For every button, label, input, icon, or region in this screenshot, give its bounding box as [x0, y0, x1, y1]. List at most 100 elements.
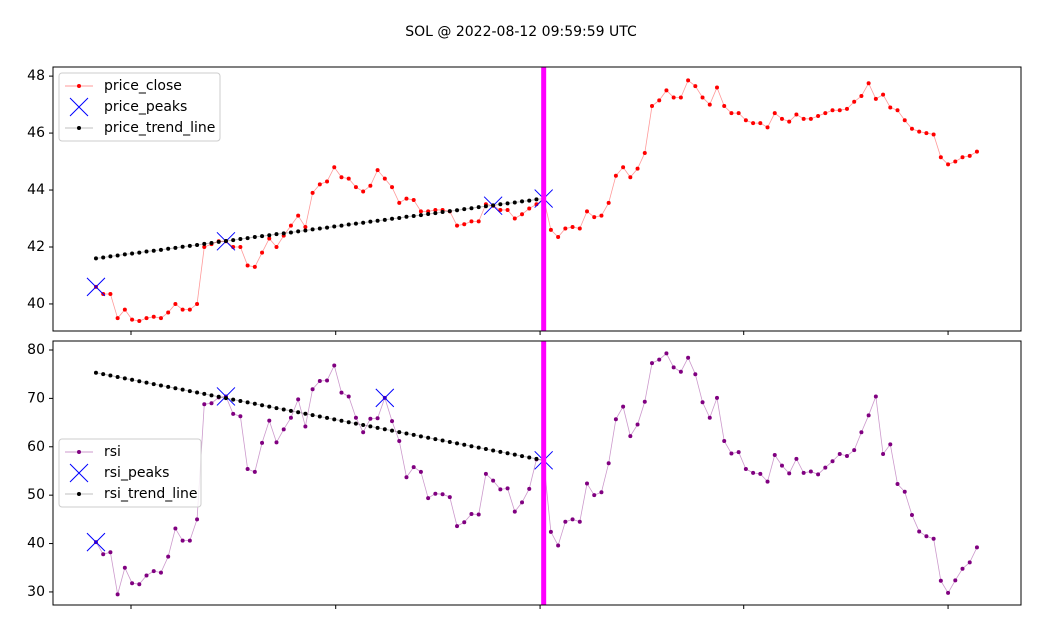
data-point [180, 307, 185, 312]
data-point [274, 440, 279, 445]
data-point [158, 570, 163, 575]
data-point [238, 399, 243, 403]
data-point [260, 403, 265, 408]
data-point [960, 566, 965, 571]
legend-dot [77, 450, 81, 454]
data-point [736, 111, 741, 116]
data-point [187, 307, 192, 312]
data-point [325, 225, 330, 230]
data-point [332, 224, 337, 229]
data-point [649, 104, 654, 109]
data-point [101, 552, 106, 557]
data-point [483, 471, 488, 476]
data-point [837, 452, 842, 457]
peak-marker [69, 463, 89, 483]
data-point [339, 390, 344, 395]
data-point [974, 545, 979, 550]
data-point [433, 211, 438, 216]
data-point [657, 357, 662, 362]
data-point [274, 406, 279, 411]
data-point [873, 96, 878, 101]
peak-marker [375, 388, 395, 408]
data-point [823, 465, 828, 470]
data-point [505, 486, 510, 491]
data-point [931, 132, 936, 137]
data-point [122, 252, 127, 257]
data-point [455, 524, 460, 529]
data-point [433, 207, 438, 212]
data-point [909, 513, 914, 517]
data-point [794, 112, 799, 117]
data-point [238, 414, 243, 419]
data-point [137, 250, 142, 255]
data-point [700, 95, 705, 100]
data-point [418, 469, 423, 474]
y-tick-label: 46 [27, 125, 45, 141]
data-point [729, 111, 734, 116]
data-point [151, 569, 156, 574]
data-point [830, 108, 835, 113]
data-point [974, 149, 979, 154]
plot-area [86, 351, 979, 597]
data-point [404, 214, 409, 219]
data-point [801, 116, 806, 121]
data-point [585, 481, 590, 486]
data-point [195, 517, 200, 522]
data-point [758, 121, 763, 126]
data-point [346, 394, 351, 399]
data-point [404, 475, 409, 480]
data-point [628, 434, 633, 439]
data-point [303, 424, 308, 429]
data-point [339, 175, 344, 180]
data-point [657, 98, 662, 103]
data-point [260, 234, 265, 239]
data-point [382, 217, 387, 222]
data-point [288, 408, 293, 413]
data-point [787, 119, 792, 124]
legend-label: price_close [104, 78, 182, 94]
data-point [361, 423, 366, 427]
y-tick-label: 48 [27, 68, 45, 84]
data-point [433, 491, 438, 496]
data-point [332, 165, 337, 170]
data-point [946, 590, 951, 595]
data-point [231, 411, 236, 416]
data-point [180, 538, 185, 543]
data-point [447, 209, 452, 214]
data-point [202, 244, 207, 249]
data-point [447, 439, 452, 444]
data-point [844, 106, 849, 111]
data-point [483, 447, 488, 452]
data-point [917, 529, 922, 534]
data-point [209, 401, 214, 406]
legend-dot [77, 492, 81, 496]
data-point [101, 372, 106, 377]
data-point [426, 211, 431, 216]
data-point [462, 222, 467, 227]
data-point [678, 95, 683, 100]
data-point [317, 182, 322, 187]
data-point [700, 400, 705, 405]
data-point [491, 448, 496, 453]
data-point [808, 469, 813, 474]
data-point [411, 213, 416, 218]
data-point [751, 121, 756, 126]
data-point [830, 459, 835, 464]
data-point [296, 213, 301, 218]
data-point [411, 465, 416, 470]
legend-box [58, 438, 202, 508]
data-point [173, 386, 178, 391]
data-point [325, 378, 330, 383]
data-point [772, 453, 777, 457]
data-point [223, 396, 228, 401]
data-point [881, 452, 886, 457]
data-point [390, 428, 395, 433]
data-point [245, 263, 250, 268]
data-point [339, 418, 344, 423]
data-point [260, 250, 265, 255]
data-point [187, 243, 192, 248]
peak-marker [69, 97, 89, 117]
data-point [736, 450, 741, 455]
data-point [483, 204, 488, 209]
